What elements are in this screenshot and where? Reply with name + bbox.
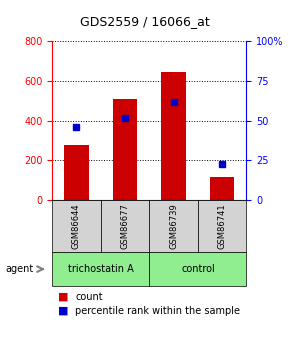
Text: control: control: [181, 264, 215, 274]
Text: GSM86739: GSM86739: [169, 203, 178, 249]
Text: count: count: [75, 292, 103, 302]
Text: trichostatin A: trichostatin A: [68, 264, 134, 274]
Text: ■: ■: [58, 292, 68, 302]
Text: GSM86741: GSM86741: [218, 203, 227, 249]
Bar: [210, 177, 234, 200]
Text: percentile rank within the sample: percentile rank within the sample: [75, 306, 240, 315]
Text: agent: agent: [6, 264, 34, 274]
Text: GDS2559 / 16066_at: GDS2559 / 16066_at: [80, 14, 210, 28]
Text: GSM86677: GSM86677: [121, 203, 130, 249]
Text: ■: ■: [58, 306, 68, 315]
Text: GSM86644: GSM86644: [72, 203, 81, 249]
Bar: [64, 145, 89, 200]
Bar: [113, 99, 137, 200]
Bar: [162, 72, 186, 200]
